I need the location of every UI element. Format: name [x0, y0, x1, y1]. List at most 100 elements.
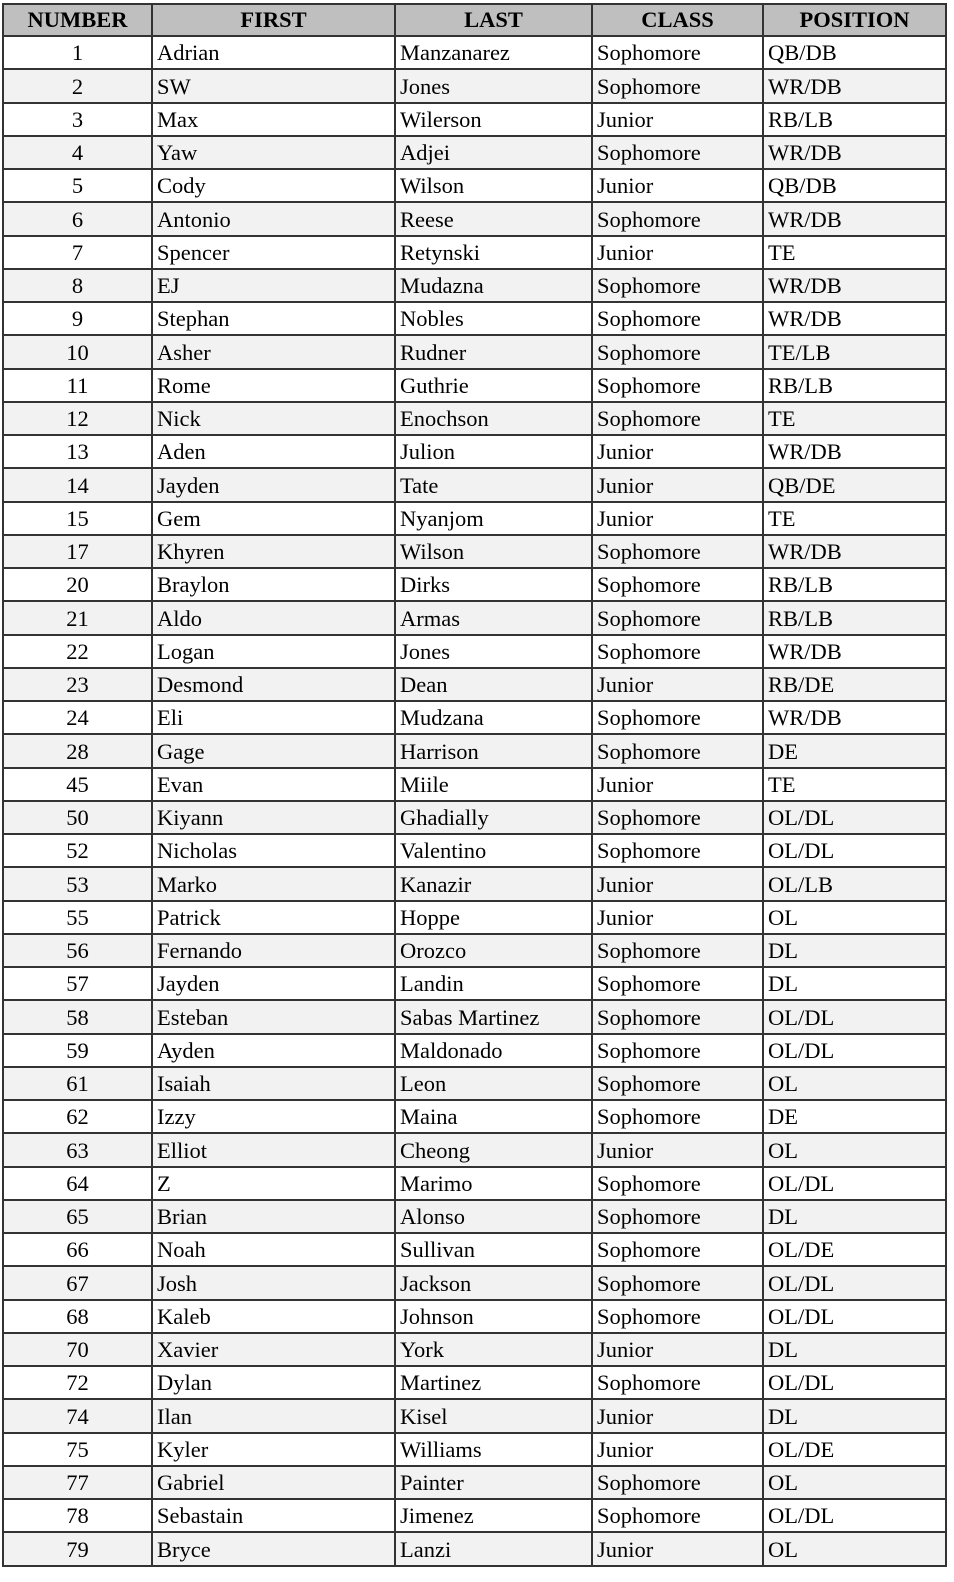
cell-first: Isaiah: [151, 1065, 396, 1102]
cell-last: Julion: [394, 433, 593, 470]
cell-number: 20: [2, 566, 153, 603]
table-row: 62 Izzy Maina Sophomore DE: [2, 1098, 947, 1135]
cell-last: Mudzana: [394, 699, 593, 736]
cell-first: Kyler: [151, 1431, 396, 1467]
cell-position: TE: [762, 766, 947, 802]
cell-number: 6: [2, 201, 153, 237]
cell-last: Retynski: [394, 234, 593, 270]
cell-number: 56: [2, 932, 153, 969]
table-row: 13 Aden Julion Junior WR/DB: [2, 433, 947, 470]
cell-first: Noah: [151, 1231, 396, 1268]
cell-first: Stephan: [151, 300, 396, 337]
cell-class: Sophomore: [591, 1464, 764, 1501]
cell-position: TE/LB: [762, 334, 947, 370]
cell-class: Sophomore: [591, 1065, 764, 1102]
cell-position: DE: [762, 1098, 947, 1135]
cell-number: 24: [2, 699, 153, 736]
cell-last: Reese: [394, 201, 593, 237]
cell-position: QB/DB: [762, 34, 947, 71]
header-class: CLASS: [591, 3, 764, 37]
cell-first: Khyren: [151, 533, 396, 570]
cell-number: 3: [2, 101, 153, 137]
cell-position: WR/DB: [762, 533, 947, 570]
cell-class: Junior: [591, 1431, 764, 1467]
cell-first: Z: [151, 1165, 396, 1201]
cell-class: Junior: [591, 1331, 764, 1368]
cell-first: Marko: [151, 866, 396, 902]
cell-position: OL/DL: [762, 799, 947, 836]
cell-class: Junior: [591, 1132, 764, 1168]
cell-number: 14: [2, 467, 153, 503]
cell-position: RB/DE: [762, 666, 947, 703]
table-row: 63 Elliot Cheong Junior OL: [2, 1132, 947, 1168]
cell-first: Rome: [151, 367, 396, 403]
cell-last: Kisel: [394, 1398, 593, 1434]
cell-class: Sophomore: [591, 300, 764, 337]
cell-first: Logan: [151, 633, 396, 669]
cell-class: Junior: [591, 766, 764, 802]
cell-first: Antonio: [151, 201, 396, 237]
table-row: 57 Jayden Landin Sophomore DL: [2, 965, 947, 1002]
cell-first: Fernando: [151, 932, 396, 969]
table-row: 9 Stephan Nobles Sophomore WR/DB: [2, 300, 947, 337]
cell-number: 10: [2, 334, 153, 370]
cell-position: OL/DE: [762, 1431, 947, 1467]
cell-position: DE: [762, 733, 947, 769]
cell-class: Sophomore: [591, 832, 764, 869]
cell-last: Marimo: [394, 1165, 593, 1201]
cell-class: Sophomore: [591, 965, 764, 1002]
cell-first: Izzy: [151, 1098, 396, 1135]
cell-number: 11: [2, 367, 153, 403]
cell-class: Junior: [591, 167, 764, 204]
cell-first: Yaw: [151, 134, 396, 171]
cell-last: Manzanarez: [394, 34, 593, 71]
cell-class: Sophomore: [591, 1265, 764, 1301]
cell-first: Ilan: [151, 1398, 396, 1434]
cell-last: Painter: [394, 1464, 593, 1501]
cell-last: Williams: [394, 1431, 593, 1467]
table-row: 53 Marko Kanazir Junior OL/LB: [2, 866, 947, 902]
cell-number: 21: [2, 600, 153, 636]
cell-last: Leon: [394, 1065, 593, 1102]
cell-last: Miile: [394, 766, 593, 802]
cell-class: Sophomore: [591, 1098, 764, 1135]
cell-last: Tate: [394, 467, 593, 503]
cell-last: Ghadially: [394, 799, 593, 836]
cell-number: 65: [2, 1198, 153, 1235]
cell-number: 58: [2, 999, 153, 1035]
cell-class: Junior: [591, 234, 764, 270]
cell-class: Sophomore: [591, 334, 764, 370]
table-row: 6 Antonio Reese Sophomore WR/DB: [2, 201, 947, 237]
table-row: 3 Max Wilerson Junior RB/LB: [2, 101, 947, 137]
cell-position: WR/DB: [762, 433, 947, 470]
table-row: 45 Evan Miile Junior TE: [2, 766, 947, 802]
cell-last: Armas: [394, 600, 593, 636]
cell-first: Brian: [151, 1198, 396, 1235]
table-row: 67 Josh Jackson Sophomore OL/DL: [2, 1265, 947, 1301]
cell-last: Alonso: [394, 1198, 593, 1235]
cell-first: SW: [151, 68, 396, 104]
header-first: FIRST: [151, 3, 396, 37]
table-row: 14 Jayden Tate Junior QB/DE: [2, 467, 947, 503]
cell-position: OL/DL: [762, 1364, 947, 1401]
cell-number: 75: [2, 1431, 153, 1467]
cell-position: OL: [762, 1531, 947, 1567]
cell-number: 64: [2, 1165, 153, 1201]
cell-number: 17: [2, 533, 153, 570]
cell-number: 15: [2, 500, 153, 536]
cell-number: 77: [2, 1464, 153, 1501]
table-row: 20 Braylon Dirks Sophomore RB/LB: [2, 566, 947, 603]
table-row: 78 Sebastain Jimenez Sophomore OL/DL: [2, 1497, 947, 1534]
cell-position: WR/DB: [762, 68, 947, 104]
table-row: 68 Kaleb Johnson Sophomore OL/DL: [2, 1298, 947, 1334]
cell-class: Sophomore: [591, 34, 764, 71]
cell-first: Jayden: [151, 965, 396, 1002]
header-number: NUMBER: [2, 3, 153, 37]
table-row: 79 Bryce Lanzi Junior OL: [2, 1531, 947, 1567]
cell-class: Junior: [591, 666, 764, 703]
cell-position: OL/DL: [762, 1497, 947, 1534]
cell-position: WR/DB: [762, 699, 947, 736]
cell-first: EJ: [151, 267, 396, 304]
cell-number: 72: [2, 1364, 153, 1401]
cell-number: 12: [2, 400, 153, 437]
